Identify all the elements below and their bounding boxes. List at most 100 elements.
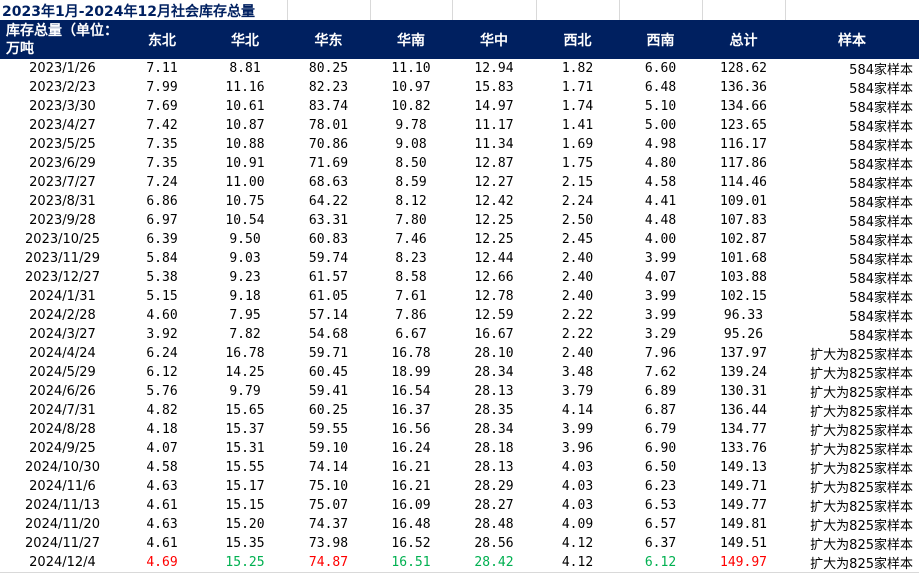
east-cell[interactable]: 59.10 bbox=[308, 441, 349, 456]
southwest-cell[interactable]: 6.60 bbox=[644, 61, 677, 76]
east-cell[interactable]: 60.83 bbox=[308, 232, 349, 247]
central-cell[interactable]: 12.25 bbox=[474, 232, 514, 247]
date-cell[interactable]: 2023/9/28 bbox=[29, 213, 96, 228]
northeast-cell[interactable]: 7.42 bbox=[146, 118, 178, 133]
total-cell[interactable]: 136.44 bbox=[720, 403, 767, 418]
date-cell[interactable]: 2023/2/23 bbox=[29, 80, 96, 95]
south-cell[interactable]: 8.50 bbox=[395, 156, 427, 171]
southwest-cell[interactable]: 6.87 bbox=[644, 403, 677, 418]
south-cell[interactable]: 8.12 bbox=[395, 194, 427, 209]
header-north[interactable]: 华北 bbox=[203, 20, 287, 59]
northwest-cell[interactable]: 3.48 bbox=[561, 365, 594, 380]
northwest-cell[interactable]: 1.82 bbox=[561, 61, 594, 76]
central-cell[interactable]: 15.83 bbox=[474, 80, 514, 95]
southwest-cell[interactable]: 6.23 bbox=[644, 479, 677, 494]
central-cell[interactable]: 12.25 bbox=[474, 213, 514, 228]
east-cell[interactable]: 70.86 bbox=[308, 137, 349, 152]
total-cell[interactable]: 128.62 bbox=[720, 61, 767, 76]
date-cell[interactable]: 2023/11/29 bbox=[25, 251, 100, 266]
header-total[interactable]: 总计 bbox=[702, 20, 785, 59]
northeast-cell[interactable]: 7.69 bbox=[146, 99, 178, 114]
northeast-cell[interactable]: 6.86 bbox=[146, 194, 178, 209]
central-cell[interactable]: 11.17 bbox=[474, 118, 514, 133]
east-cell[interactable]: 75.07 bbox=[308, 498, 349, 513]
south-cell[interactable]: 16.21 bbox=[391, 479, 431, 494]
total-cell[interactable]: 149.97 bbox=[702, 553, 785, 573]
date-cell[interactable]: 2023/5/25 bbox=[29, 137, 96, 152]
southwest-cell[interactable]: 4.58 bbox=[644, 175, 677, 190]
south-cell[interactable]: 7.86 bbox=[395, 308, 427, 323]
sample-cell[interactable]: 扩大为825家样本 bbox=[810, 367, 913, 382]
east-cell[interactable]: 82.23 bbox=[308, 80, 349, 95]
central-cell[interactable]: 28.34 bbox=[474, 365, 514, 380]
north-cell[interactable]: 15.31 bbox=[225, 441, 265, 456]
northwest-cell[interactable]: 4.09 bbox=[561, 517, 594, 532]
southwest-cell[interactable]: 3.29 bbox=[644, 327, 677, 342]
north-cell[interactable]: 10.87 bbox=[225, 118, 265, 133]
south-cell[interactable]: 16.21 bbox=[391, 460, 431, 475]
central-cell[interactable]: 12.42 bbox=[474, 194, 514, 209]
central-cell[interactable]: 28.18 bbox=[474, 441, 514, 456]
east-cell[interactable]: 57.14 bbox=[308, 308, 349, 323]
total-cell[interactable]: 102.87 bbox=[720, 232, 767, 247]
header-central[interactable]: 华中 bbox=[452, 20, 536, 59]
sample-cell[interactable]: 584家样本 bbox=[849, 177, 913, 192]
date-cell[interactable]: 2023/3/30 bbox=[29, 99, 96, 114]
south-cell[interactable]: 16.78 bbox=[391, 346, 431, 361]
north-cell[interactable]: 11.16 bbox=[225, 80, 265, 95]
east-cell[interactable]: 61.57 bbox=[308, 270, 349, 285]
east-cell[interactable]: 59.74 bbox=[308, 251, 349, 266]
northeast-cell[interactable]: 4.63 bbox=[146, 479, 178, 494]
east-cell[interactable]: 59.41 bbox=[308, 384, 349, 399]
total-cell[interactable]: 137.97 bbox=[720, 346, 767, 361]
east-cell[interactable]: 64.22 bbox=[308, 194, 349, 209]
northeast-cell[interactable]: 7.11 bbox=[146, 61, 178, 76]
south-cell[interactable]: 16.54 bbox=[391, 384, 431, 399]
header-sample[interactable]: 样本 bbox=[785, 20, 919, 59]
date-cell[interactable]: 2023/4/27 bbox=[29, 118, 96, 133]
north-cell[interactable]: 15.15 bbox=[225, 498, 265, 513]
northeast-cell[interactable]: 4.61 bbox=[146, 536, 178, 551]
east-cell[interactable]: 59.55 bbox=[308, 422, 349, 437]
north-cell[interactable]: 9.23 bbox=[229, 270, 261, 285]
south-cell[interactable]: 8.23 bbox=[395, 251, 427, 266]
east-cell[interactable]: 75.10 bbox=[308, 479, 349, 494]
northeast-cell[interactable]: 7.24 bbox=[146, 175, 178, 190]
south-cell[interactable]: 7.80 bbox=[395, 213, 427, 228]
east-cell[interactable]: 74.14 bbox=[308, 460, 349, 475]
northeast-cell[interactable]: 6.24 bbox=[146, 346, 178, 361]
northwest-cell[interactable]: 4.12 bbox=[561, 536, 594, 551]
northeast-cell[interactable]: 5.38 bbox=[146, 270, 178, 285]
northwest-cell[interactable]: 1.74 bbox=[561, 99, 594, 114]
total-cell[interactable]: 133.76 bbox=[720, 441, 767, 456]
total-cell[interactable]: 116.17 bbox=[720, 137, 767, 152]
north-cell[interactable]: 15.65 bbox=[225, 403, 265, 418]
northwest-cell[interactable]: 3.99 bbox=[561, 422, 594, 437]
central-cell[interactable]: 12.59 bbox=[474, 308, 514, 323]
date-cell[interactable]: 2024/6/26 bbox=[29, 384, 96, 399]
date-cell[interactable]: 2024/9/25 bbox=[29, 441, 96, 456]
sample-cell[interactable]: 扩大为825家样本 bbox=[810, 405, 913, 420]
north-cell[interactable]: 15.25 bbox=[203, 553, 287, 573]
total-cell[interactable]: 109.01 bbox=[720, 194, 767, 209]
date-cell[interactable]: 2024/1/31 bbox=[29, 289, 96, 304]
date-cell[interactable]: 2024/11/6 bbox=[29, 479, 96, 494]
date-cell[interactable]: 2024/8/28 bbox=[29, 422, 96, 437]
northwest-cell[interactable]: 4.03 bbox=[561, 460, 594, 475]
northwest-cell[interactable]: 2.50 bbox=[561, 213, 594, 228]
central-cell[interactable]: 12.94 bbox=[474, 61, 514, 76]
date-cell[interactable]: 2024/2/28 bbox=[29, 308, 96, 323]
northwest-cell[interactable]: 3.79 bbox=[561, 384, 594, 399]
northeast-cell[interactable]: 5.15 bbox=[146, 289, 178, 304]
central-cell[interactable]: 14.97 bbox=[474, 99, 514, 114]
north-cell[interactable]: 10.88 bbox=[225, 137, 265, 152]
north-cell[interactable]: 10.75 bbox=[225, 194, 265, 209]
northwest-cell[interactable]: 2.22 bbox=[561, 327, 594, 342]
central-cell[interactable]: 12.27 bbox=[474, 175, 514, 190]
sample-cell[interactable]: 扩大为825家样本 bbox=[810, 424, 913, 439]
sample-cell[interactable]: 扩大为825家样本 bbox=[810, 519, 913, 534]
central-cell[interactable]: 16.67 bbox=[474, 327, 514, 342]
south-cell[interactable]: 9.78 bbox=[395, 118, 427, 133]
north-cell[interactable]: 15.20 bbox=[225, 517, 265, 532]
total-cell[interactable]: 96.33 bbox=[723, 308, 764, 323]
